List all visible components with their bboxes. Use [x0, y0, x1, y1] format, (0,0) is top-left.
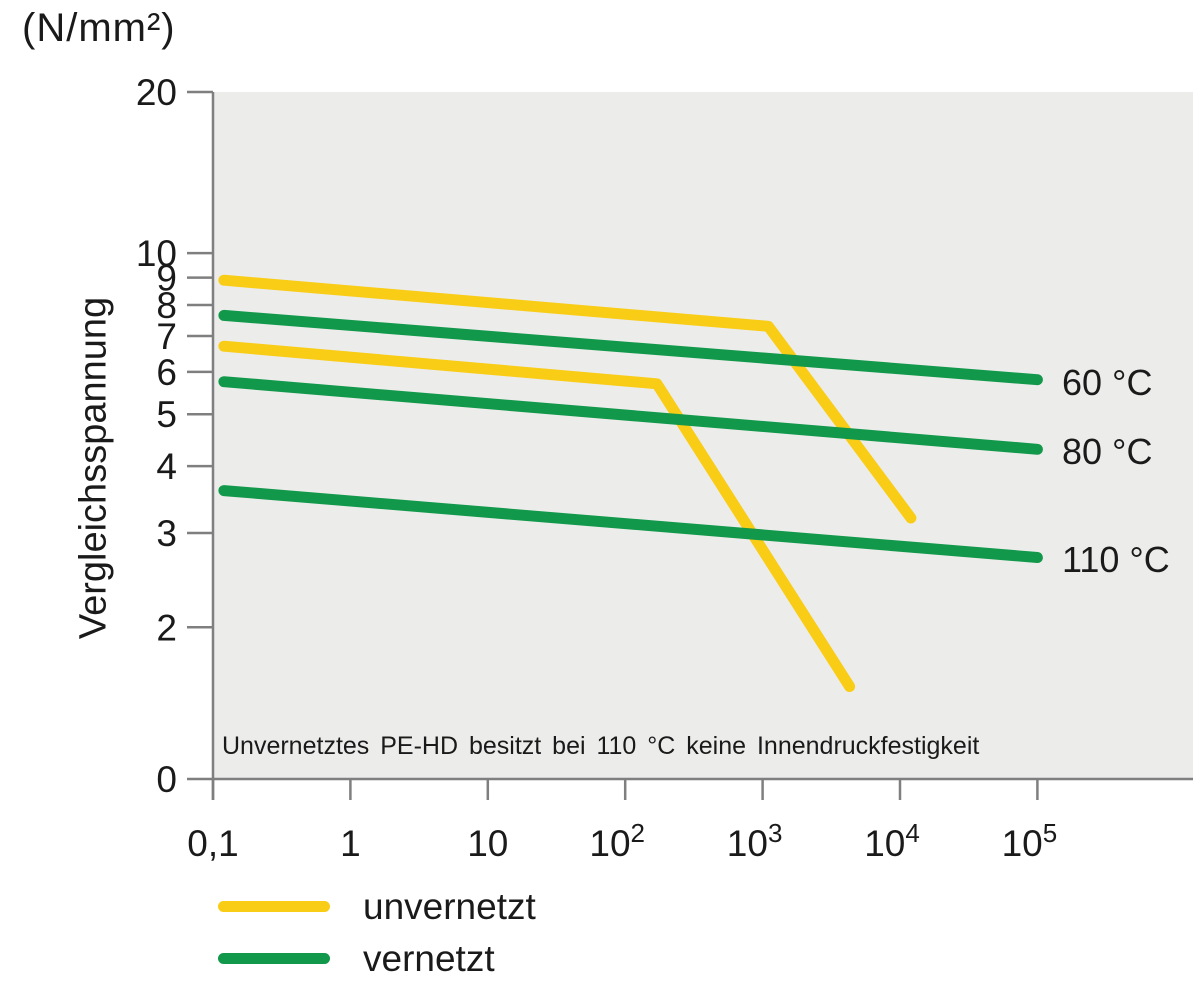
y-axis-unit-label: (N/mm²) [22, 6, 176, 50]
series-line-vernetzt-80-c [218, 376, 1043, 455]
legend: unvernetzt vernetzt [218, 884, 536, 980]
y-tick-label: 2 [156, 607, 177, 648]
y-tick-label: 3 [156, 513, 177, 554]
temp-label-110c: 110 °C [1062, 539, 1170, 581]
x-tick-label: 104 [864, 818, 920, 864]
y-tick-label: 0 [156, 759, 177, 800]
legend-label: unvernetzt [363, 885, 536, 927]
y-tick-label: 7 [156, 316, 177, 357]
x-tick-label: 103 [727, 818, 783, 864]
chart-annotation: Unvernetztes PE-HD besitzt bei 110 °C ke… [222, 732, 980, 760]
temp-label-60c: 60 °C [1062, 361, 1153, 403]
x-tick-label: 105 [1002, 818, 1058, 864]
temp-label-80c: 80 °C [1062, 431, 1153, 473]
x-tick-label: 102 [589, 818, 645, 864]
legend-label: vernetzt [363, 937, 495, 979]
series-line-unvernetzt-80-c [218, 340, 856, 692]
series-line-unvernetzt-60-c [218, 274, 917, 524]
series-line-vernetzt-110-c [218, 485, 1043, 563]
y-tick-label: 4 [156, 446, 177, 487]
legend-item-vernetzt: vernetzt [218, 936, 536, 980]
y-tick-label: 10 [136, 233, 177, 274]
y-tick-label: 20 [136, 72, 177, 113]
x-tick-label: 0,1 [187, 823, 238, 864]
x-tick-label: 1 [340, 823, 361, 864]
series-line-vernetzt-60-c [218, 309, 1043, 386]
legend-item-unvernetzt: unvernetzt [218, 884, 536, 928]
legend-swatch-vernetzt [218, 952, 330, 964]
plot-area [213, 92, 1193, 779]
legend-swatch-unvernetzt [218, 900, 330, 912]
y-tick-label: 8 [156, 285, 177, 326]
y-tick-label: 5 [156, 394, 177, 435]
y-tick-label: 6 [156, 352, 177, 393]
y-tick-label: 9 [156, 258, 177, 299]
x-tick-label: 10 [467, 823, 508, 864]
